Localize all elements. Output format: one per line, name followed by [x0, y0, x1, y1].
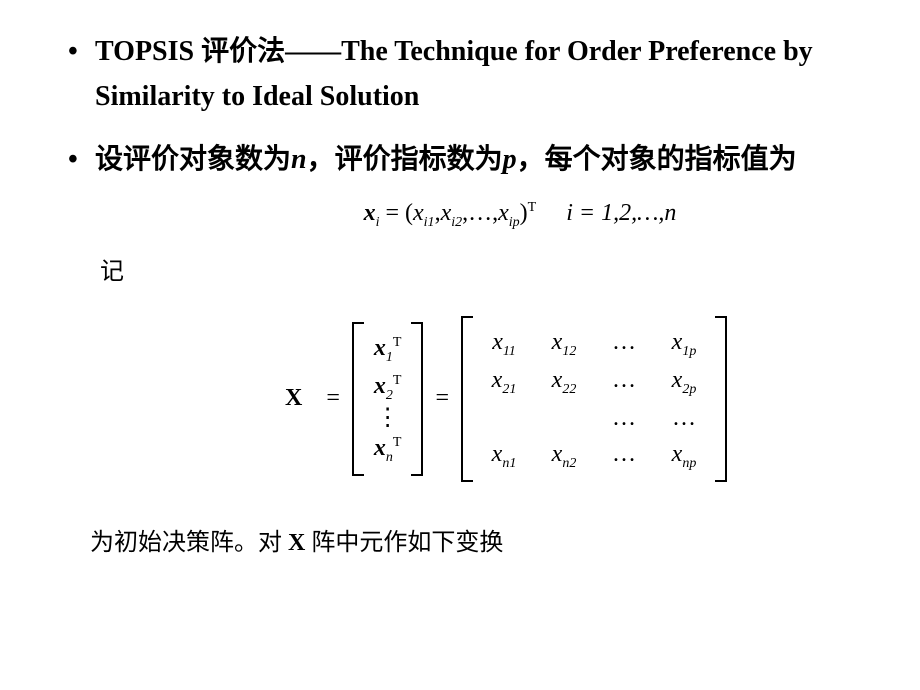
bullet-2-prefix: 设评价对象数为	[95, 144, 291, 175]
bottom-prefix: 为初始决策阵。对	[90, 530, 288, 556]
matrix-row-1: x11 x12 … x1p	[483, 324, 705, 362]
cell-12: x12	[543, 324, 585, 362]
c22s: x	[552, 367, 563, 393]
var-p: p	[503, 144, 517, 175]
matrix-expanded: x11 x12 … x1p x21 x22 … x2p … …	[461, 316, 727, 481]
right-bracket-1	[411, 322, 423, 475]
matrix-row-2: x21 x22 … x2p	[483, 362, 705, 400]
transpose-T: T	[528, 200, 537, 215]
c24s: x	[672, 367, 683, 393]
bullet-1-text: TOPSIS 评价法——The Technique for Order Pref…	[95, 36, 813, 112]
c14sub: 1p	[682, 344, 696, 359]
cell-14: x1p	[663, 324, 705, 362]
xi1: x	[413, 200, 424, 226]
c11sub: 11	[503, 344, 516, 359]
xn-sym: x	[374, 435, 386, 461]
var-n: n	[291, 144, 307, 175]
cell-23: …	[603, 362, 645, 400]
xi1-sub: i1	[424, 215, 435, 230]
cell-11: x11	[483, 324, 525, 362]
matrix-vec-form: x1T x2T ⋮ xnT	[352, 322, 424, 475]
cell-31	[483, 400, 525, 436]
vec-row-1: x1T	[374, 330, 402, 368]
i-range: i = 1,2,…,n	[566, 200, 676, 226]
matrix-row-3: … …	[483, 400, 705, 436]
c24sub: 2p	[682, 382, 696, 397]
cell-13: …	[603, 324, 645, 362]
vec-row-n: xnT	[374, 430, 402, 468]
x1-sup: T	[393, 335, 402, 350]
matrix-row-4: xn1 xn2 … xnp	[483, 436, 705, 474]
c12s: x	[552, 329, 563, 355]
xn-sub: n	[386, 450, 393, 465]
left-bracket-1	[352, 322, 364, 475]
cell-22: x22	[543, 362, 585, 400]
xi2: x	[441, 200, 452, 226]
slide-container: TOPSIS 评价法——The Technique for Order Pref…	[0, 0, 920, 690]
close-paren: )	[520, 200, 528, 226]
left-bracket-2	[461, 316, 473, 481]
eq-sign-3: =	[435, 385, 449, 412]
eq-sign-1: =	[385, 200, 405, 226]
open-paren: (	[405, 200, 413, 226]
cell-24: x2p	[663, 362, 705, 400]
c41sub: n1	[502, 456, 516, 471]
c21sub: 21	[502, 382, 516, 397]
bullet-2-mid: ，评价指标数为	[307, 144, 503, 175]
x1-sub: 1	[386, 350, 393, 365]
bottom-X: X	[288, 530, 305, 556]
cell-42: xn2	[543, 436, 585, 474]
c42sub: n2	[562, 456, 576, 471]
vec-x-sub: i	[376, 215, 380, 230]
cell-41: xn1	[483, 436, 525, 474]
x2-sub: 2	[386, 388, 393, 403]
cell-33: …	[603, 400, 645, 436]
bullet-list: TOPSIS 评价法——The Technique for Order Pref…	[60, 30, 860, 182]
vector-definition: xi = (xi1,xi2,…,xip)T i = 1,2,…,n	[60, 200, 860, 231]
x2-sup: T	[393, 373, 402, 388]
c44s: x	[672, 441, 683, 467]
xip: x	[498, 200, 509, 226]
matrix-X: X	[285, 385, 302, 412]
c44sub: np	[682, 456, 696, 471]
c22sub: 22	[562, 382, 576, 397]
c12sub: 12	[562, 344, 576, 359]
c41s: x	[492, 441, 503, 467]
vec-row-2: x2T	[374, 368, 402, 406]
bullet-2-suffix: ，每个对象的指标值为	[517, 144, 797, 175]
dots1: ,…,	[462, 200, 498, 226]
c21s: x	[492, 367, 503, 393]
matrix-vec-body: x1T x2T ⋮ xnT	[364, 322, 412, 475]
vec-x: x	[364, 200, 376, 226]
eq-sign-2: =	[326, 385, 340, 412]
xip-sub: ip	[509, 215, 520, 230]
note-ji: 记	[100, 251, 860, 286]
x1-sym: x	[374, 335, 386, 361]
cell-44: xnp	[663, 436, 705, 474]
cell-32	[543, 400, 585, 436]
matrix-expanded-body: x11 x12 … x1p x21 x22 … x2p … …	[473, 316, 715, 481]
xi2-sub: i2	[451, 215, 462, 230]
xn-sup: T	[393, 435, 402, 450]
bottom-suffix: 阵中元作如下变换	[305, 530, 503, 556]
cell-34: …	[663, 400, 705, 436]
x2-sym: x	[374, 373, 386, 399]
bottom-line: 为初始决策阵。对 X 阵中元作如下变换	[90, 522, 860, 557]
vec-row-dots: ⋮	[374, 406, 402, 430]
bullet-1: TOPSIS 评价法——The Technique for Order Pref…	[60, 30, 860, 120]
cell-21: x21	[483, 362, 525, 400]
c42s: x	[552, 441, 563, 467]
matrix-equation: X = x1T x2T ⋮ xnT = x11 x12 … x1p	[60, 316, 860, 481]
c11s: x	[492, 329, 503, 355]
c14s: x	[672, 329, 683, 355]
right-bracket-2	[715, 316, 727, 481]
bullet-2: 设评价对象数为n，评价指标数为p，每个对象的指标值为	[60, 138, 860, 183]
cell-43: …	[603, 436, 645, 474]
